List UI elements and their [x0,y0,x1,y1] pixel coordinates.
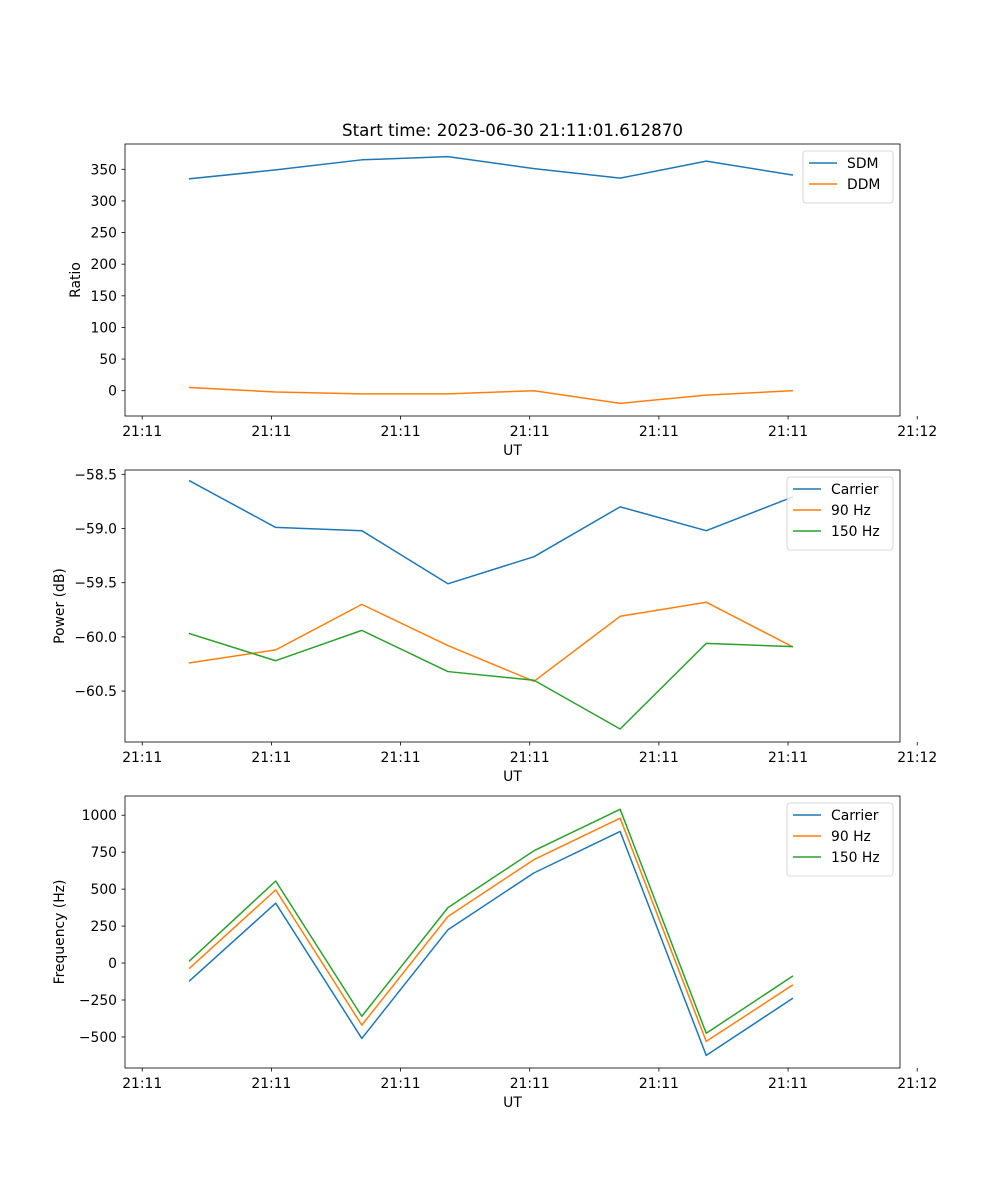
legend-label: Carrier [831,808,879,824]
legend-label: 90 Hz [831,503,871,519]
chart-panel-1: 21:11 21:11 21:11 21:11 21:11 21:11 21:12 0 50 10… [68,143,937,459]
x-tick-label: 21:11 [510,1076,550,1092]
legend: Carrier 90 Hz 150 Hz [786,476,894,551]
y-tick-label: 200 [90,257,117,273]
chart-panel-2: 21:11 21:11 21:11 21:11 21:11 21:11 21:12 −60.5… [52,467,937,785]
series-line-3-1 [188,830,794,1057]
y-tick-label: 1000 [82,808,117,824]
y-tick-label: 500 [90,882,117,898]
y-tick-label: 0 [108,384,117,400]
y-tick-label: −60.5 [74,684,117,700]
x-tick-label: 21:11 [122,750,162,766]
x-tick-label: 21:11 [381,1076,421,1092]
legend: Carrier 90 Hz 150 Hz [786,802,894,877]
series-line-2-1 [188,479,794,585]
y-tick-label: 50 [99,352,117,368]
y-tick-label: 250 [90,226,117,242]
legend-label: 90 Hz [831,829,871,845]
series-line-1-2 [188,386,794,405]
x-tick-label: 21:11 [639,750,679,766]
y-tick-label: 150 [90,289,117,305]
y-axis-label: Ratio [68,262,84,298]
x-tick-label: 21:11 [639,1076,679,1092]
y-tick-label: −250 [79,993,117,1009]
x-tick-label: 21:11 [251,750,291,766]
series-line-2-3 [188,629,794,730]
legend-label: Carrier [831,482,879,498]
series-line-1-1 [188,155,794,180]
x-tick-label: 21:11 [768,750,808,766]
y-tick-label: −59.5 [74,576,117,592]
y-tick-label: 0 [108,956,117,972]
x-axis-label: UT [503,1095,522,1111]
y-tick-label: 100 [90,320,117,336]
y-axis-label: Frequency (Hz) [52,880,68,985]
legend-label: 150 Hz [831,524,880,540]
y-tick-label: −58.5 [74,467,117,483]
chart-panel-3: 21:11 21:11 21:11 21:11 21:11 21:11 21:12 −500 −… [52,795,937,1111]
x-tick-label: 21:11 [251,1076,291,1092]
x-tick-label: 21:12 [897,424,937,440]
x-tick-label: 21:11 [768,1076,808,1092]
y-axis-label: Power (dB) [52,568,68,644]
x-tick-label: 21:11 [122,1076,162,1092]
x-tick-label: 21:11 [381,424,421,440]
axes-frame [124,795,901,1069]
y-tick-label: 250 [90,919,117,935]
y-tick-label: −60.0 [74,630,117,646]
legend-box [802,150,894,204]
axes-frame [124,469,901,743]
x-tick-label: 21:11 [510,750,550,766]
x-tick-label: 21:11 [768,424,808,440]
series-line-3-3 [188,808,794,1035]
x-axis-label: UT [503,443,522,459]
x-tick-label: 21:11 [639,424,679,440]
series-line-3-2 [188,817,794,1043]
axes-frame [124,143,901,417]
x-tick-label: 21:11 [251,424,291,440]
x-tick-label: 21:12 [897,1076,937,1092]
x-tick-label: 21:11 [381,750,421,766]
legend-label: SDM [847,156,879,172]
y-tick-label: −500 [79,1030,117,1046]
x-tick-label: 21:11 [122,424,162,440]
x-axis-label: UT [503,769,522,785]
legend-label: 150 Hz [831,850,880,866]
y-tick-label: 300 [90,194,117,210]
y-tick-label: −59.0 [74,522,117,538]
legend-label: DDM [847,177,880,193]
legend: SDM DDM [802,150,894,204]
y-tick-label: 750 [90,845,117,861]
y-tick-label: 350 [90,162,117,178]
x-tick-label: 21:12 [897,750,937,766]
x-tick-label: 21:11 [510,424,550,440]
figure-title: Start time: 2023-06-30 21:11:01.612870 [342,120,683,140]
series-line-2-2 [188,601,794,683]
